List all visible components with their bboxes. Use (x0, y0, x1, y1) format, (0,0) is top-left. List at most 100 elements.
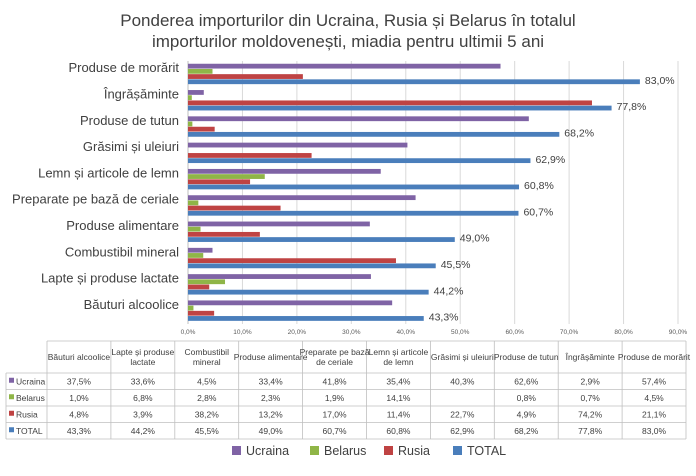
x-tick-label: 40,0% (397, 329, 416, 336)
bar-rusia (188, 310, 215, 316)
legend-swatch-total (453, 446, 462, 455)
table-cell: 22,7% (450, 409, 475, 419)
bar-rusia (188, 231, 260, 237)
legend-label: Belarus (324, 444, 366, 458)
total-data-label: 49,0% (460, 233, 490, 245)
table-cell: 14,1% (386, 393, 411, 403)
table-cell: 6,8% (133, 393, 153, 403)
chart-title-line-1: Ponderea importurilor din Ucraina, Rusia… (120, 11, 576, 30)
x-tick-label: 70,0% (560, 329, 579, 336)
bar-belarus (188, 253, 204, 258)
table-cell: 1,0% (69, 393, 89, 403)
category-label: Combustibil mineral (65, 244, 179, 259)
bar-belarus (188, 305, 194, 311)
x-tick-label: 30,0% (342, 329, 361, 336)
table-cell: 2,9% (580, 376, 600, 386)
x-tick-label: 80,0% (614, 329, 633, 336)
x-tick-label: 20,0% (288, 329, 307, 336)
table-cell: 83,0% (642, 426, 667, 436)
bar-rusia (188, 74, 303, 79)
bar-belarus (188, 174, 265, 179)
table-row-label: TOTAL (16, 426, 43, 436)
legend-swatch-ucraina (232, 446, 241, 455)
table-column-header: Produse de tutun (494, 352, 559, 362)
total-data-label: 83,0% (645, 75, 675, 87)
table-legend-key (9, 377, 14, 383)
table-cell: 43,3% (67, 426, 92, 436)
bar-total (188, 237, 455, 242)
total-data-label: 68,2% (564, 127, 594, 139)
bar-rusia (188, 179, 251, 185)
table-cell: 40,3% (450, 376, 475, 386)
total-data-label: 62,9% (535, 154, 565, 166)
table-column-header: Lemn și articole de lemn (369, 347, 429, 367)
bar-ucraina (188, 116, 529, 122)
table-cell: 49,0% (259, 426, 284, 436)
table-column-header: Lapte și produse lactate (111, 347, 174, 367)
table-column-header: Grăsimi și uleiuri (431, 352, 494, 362)
bar-ucraina (188, 300, 393, 306)
table-cell: 13,2% (259, 409, 284, 419)
table-cell: 35,4% (386, 376, 411, 386)
bar-belarus (188, 200, 199, 206)
category-label: Grăsimi și uleiuri (83, 139, 179, 154)
legend-label: Ucraina (246, 444, 289, 458)
table-cell: 33,4% (259, 376, 284, 386)
table-cell: 1,9% (325, 393, 345, 403)
table-column-header: Băuturi alcoolice (48, 352, 111, 362)
total-data-label: 60,7% (523, 206, 553, 218)
table-cell: 57,4% (642, 376, 667, 386)
table-cell: 0,7% (580, 393, 600, 403)
total-data-label: 77,8% (617, 101, 647, 113)
bar-total (188, 263, 436, 269)
x-tick-label: 10,0% (233, 329, 252, 336)
category-label: Produse de morărit (68, 60, 179, 75)
table-cell: 74,2% (578, 409, 603, 419)
chart-title: Ponderea importurilor din Ucraina, Rusia… (0, 10, 696, 52)
bar-ucraina (188, 142, 408, 148)
legend-label: TOTAL (467, 444, 506, 458)
bar-ucraina (188, 247, 213, 253)
table-column-header: Combustibil mineral (185, 347, 230, 367)
table-cell: 38,2% (195, 409, 220, 419)
table-cell: 77,8% (578, 426, 603, 436)
x-tick-label: 90,0% (669, 329, 688, 336)
bar-ucraina (188, 195, 416, 201)
table-cell: 4,5% (644, 393, 664, 403)
x-tick-label: 50,0% (451, 329, 470, 336)
category-label: Lapte și produse lactate (41, 271, 179, 286)
table-column-header: Produse alimentare (234, 352, 308, 362)
table-cell: 4,5% (197, 376, 217, 386)
bar-ucraina (188, 63, 501, 69)
bar-total (188, 79, 640, 85)
table-cell: 21,1% (642, 409, 667, 419)
total-data-label: 43,3% (429, 312, 459, 324)
legend-swatch-belarus (310, 446, 319, 455)
table-cell: 3,9% (133, 409, 153, 419)
bar-rusia (188, 205, 281, 211)
bar-belarus (188, 95, 192, 101)
category-label: Preparate pe bază de ceriale (12, 192, 179, 207)
bar-total (188, 210, 519, 216)
table-legend-key (9, 427, 14, 433)
total-data-label: 44,2% (434, 285, 464, 297)
table-cell: 44,2% (131, 426, 156, 436)
bar-rusia (188, 100, 592, 106)
table-legend-key (9, 410, 14, 416)
legend-label: Rusia (398, 444, 430, 458)
bar-belarus (188, 279, 226, 285)
bar-total (188, 131, 560, 137)
bar-ucraina (188, 90, 204, 95)
total-data-label: 45,5% (441, 259, 471, 271)
category-label: Băuturi alcoolice (84, 297, 179, 312)
table-cell: 0,8% (517, 393, 537, 403)
table-cell: 2,3% (261, 393, 281, 403)
table-cell: 60,8% (386, 426, 411, 436)
bar-belarus (188, 68, 213, 74)
table-cell: 68,2% (514, 426, 539, 436)
table-cell: 2,8% (197, 393, 217, 403)
bar-belarus (188, 121, 193, 127)
chart-title-line-2: importurilor moldovenești, miadia pentru… (151, 32, 545, 51)
table-column-header: Preparate pe bază de ceriale (300, 347, 370, 367)
